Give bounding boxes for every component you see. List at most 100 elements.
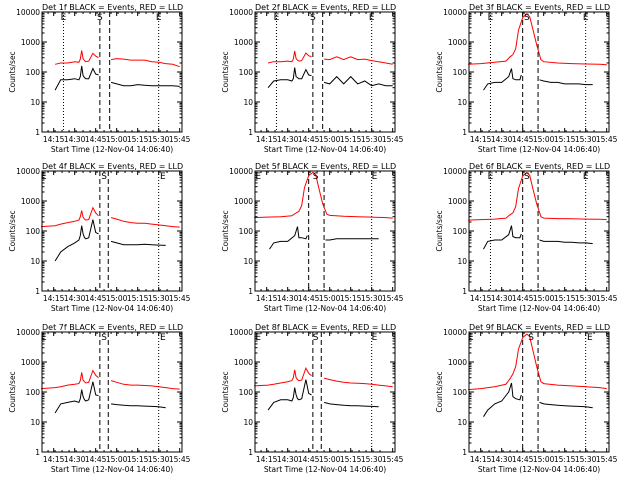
series-line-lld <box>54 50 99 65</box>
y-tick-label: 1 <box>35 287 40 296</box>
x-tick-label: 14:45 <box>512 455 534 464</box>
panel-title: Det 6f BLACK = Events, RED = LLD <box>469 162 610 171</box>
x-tick-label: 15:45 <box>596 135 618 144</box>
panel-title: Det 3f BLACK = Events, RED = LLD <box>469 3 610 12</box>
x-tick-label: 15:45 <box>596 455 618 464</box>
y-tick-label: 100 <box>26 388 41 397</box>
y-tick-label: 1 <box>248 287 253 296</box>
panel-title: Det 2f BLACK = Events, RED = LLD <box>255 3 396 12</box>
y-tick-label: 10000 <box>16 167 40 176</box>
x-axis-title: Start Time (12-Nov-04 14:06:40) <box>478 304 600 313</box>
x-tick-label: 15:15 <box>127 135 149 144</box>
y-tick-label: 10 <box>243 98 253 107</box>
x-tick-label: 15:15 <box>127 455 149 464</box>
x-tick-label: 14:30 <box>64 135 86 144</box>
y-tick-label: 1 <box>248 128 253 137</box>
x-tick-label: 15:45 <box>382 455 404 464</box>
series-line-lld <box>41 369 99 390</box>
series-line-events <box>539 239 593 245</box>
y-tick-label: 10 <box>243 257 253 266</box>
x-axis-title: Start Time (12-Nov-04 14:06:40) <box>51 465 173 474</box>
panel-title: Det 9f BLACK = Events, RED = LLD <box>469 323 610 332</box>
x-tick-label: 15:45 <box>169 294 191 303</box>
y-tick-label: 1000 <box>234 197 253 206</box>
x-tick-label: 15:45 <box>596 294 618 303</box>
x-axis-title: Start Time (12-Nov-04 14:06:40) <box>478 145 600 154</box>
y-tick-label: 10000 <box>443 328 467 337</box>
y-tick-label: 10 <box>457 257 467 266</box>
x-axis-title: Start Time (12-Nov-04 14:06:40) <box>478 465 600 474</box>
y-axis-title: Counts/sec <box>8 371 17 412</box>
y-tick-label: 10 <box>243 418 253 427</box>
series-line-events <box>54 381 99 414</box>
marker-label: E <box>41 333 47 343</box>
x-tick-label: 14:15 <box>256 294 278 303</box>
x-tick-label: 15:15 <box>340 135 362 144</box>
marker-label: S <box>101 172 107 182</box>
y-tick-label: 1000 <box>234 358 253 367</box>
x-tick-label: 15:00 <box>533 135 555 144</box>
series-line-lld <box>468 333 607 391</box>
series-line-events <box>54 219 99 262</box>
y-tick-label: 1000 <box>448 38 467 47</box>
y-axis-title: Counts/sec <box>435 371 444 412</box>
series-line-lld <box>110 217 180 228</box>
y-axis-title: Counts/sec <box>221 51 230 92</box>
x-tick-label: 14:45 <box>298 455 320 464</box>
y-tick-label: 1 <box>462 287 467 296</box>
x-tick-label: 15:00 <box>319 294 341 303</box>
x-axis-title: Start Time (12-Nov-04 14:06:40) <box>51 145 173 154</box>
x-tick-label: 14:30 <box>491 455 513 464</box>
series-line-lld <box>41 206 99 228</box>
panel-title: Det 1f BLACK = Events, RED = LLD <box>42 3 183 12</box>
series-line-lld <box>254 171 393 219</box>
x-tick-label: 15:45 <box>382 294 404 303</box>
x-axis-title: Start Time (12-Nov-04 14:06:40) <box>264 465 386 474</box>
y-tick-label: 1000 <box>234 38 253 47</box>
y-tick-label: 1000 <box>21 38 40 47</box>
series-line-events <box>323 75 393 87</box>
x-tick-label: 15:45 <box>382 135 404 144</box>
x-tick-label: 15:00 <box>319 135 341 144</box>
marker-label: E <box>488 13 494 23</box>
series-line-events <box>539 79 593 86</box>
marker-label: E <box>160 333 166 343</box>
y-tick-label: 100 <box>239 68 254 77</box>
y-tick-label: 10 <box>457 418 467 427</box>
y-tick-label: 1000 <box>448 197 467 206</box>
series-line-events <box>323 401 379 408</box>
panel-title: Det 4f BLACK = Events, RED = LLD <box>42 162 183 171</box>
series-line-events <box>111 403 166 409</box>
y-tick-label: 1 <box>462 448 467 457</box>
series-line-events <box>483 68 522 91</box>
x-tick-label: 15:30 <box>361 135 383 144</box>
y-tick-label: 10 <box>30 418 40 427</box>
marker-label: E <box>468 333 474 343</box>
y-tick-label: 10 <box>457 98 467 107</box>
series-line-events <box>269 226 308 250</box>
x-tick-label: 14:15 <box>470 294 492 303</box>
y-tick-label: 10000 <box>229 8 253 17</box>
y-tick-label: 10 <box>30 257 40 266</box>
y-tick-label: 100 <box>239 227 254 236</box>
y-tick-label: 10000 <box>16 328 40 337</box>
x-tick-label: 14:15 <box>470 455 492 464</box>
series-line-events <box>54 65 99 91</box>
series-line-events <box>110 81 180 87</box>
y-tick-label: 10000 <box>16 8 40 17</box>
marker-label: E <box>587 333 593 343</box>
x-tick-label: 14:30 <box>64 455 86 464</box>
x-tick-label: 15:15 <box>340 294 362 303</box>
x-tick-label: 15:30 <box>575 455 597 464</box>
series-line-lld <box>323 377 393 388</box>
x-tick-label: 14:45 <box>298 294 320 303</box>
y-axis-title: Counts/sec <box>221 371 230 412</box>
x-tick-label: 14:15 <box>256 455 278 464</box>
y-tick-label: 100 <box>453 68 468 77</box>
